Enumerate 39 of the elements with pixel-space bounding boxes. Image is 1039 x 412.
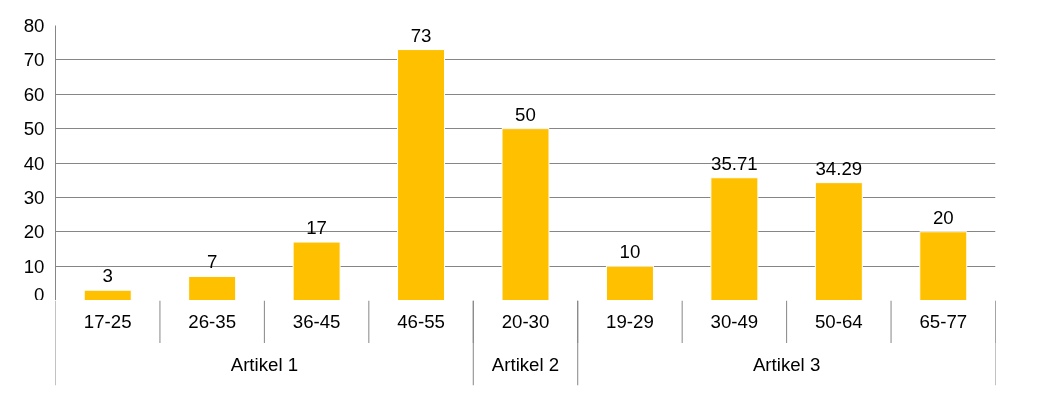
data-label: 73 <box>410 24 432 46</box>
x-tick-label: 30-49 <box>710 311 759 333</box>
x-tick-label: 50-64 <box>814 311 863 333</box>
bar <box>397 49 446 300</box>
text: Artikel 1 <box>230 353 299 375</box>
data-label: 7 <box>206 251 218 273</box>
bar <box>501 128 550 300</box>
y-tick-label: 80 <box>23 15 45 36</box>
data-label: 50 <box>515 103 536 125</box>
bar <box>188 275 237 300</box>
x-tick-label: 17-25 <box>83 311 132 333</box>
x-tick-label: 36-45 <box>292 311 341 333</box>
text: Artikel 2 <box>491 353 560 375</box>
bar <box>919 231 968 300</box>
y-tick-label: 60 <box>23 83 45 105</box>
data-label: 17 <box>306 217 327 239</box>
y-tick-label: 70 <box>23 49 45 71</box>
data-label: 20 <box>932 206 954 228</box>
y-tick-label: 0 <box>34 283 45 305</box>
bar <box>814 182 863 300</box>
x-tick-label: 46-55 <box>397 311 445 333</box>
data-label: 34.29 <box>815 157 863 179</box>
x-tick-label: 20-30 <box>501 311 550 333</box>
y-tick-label: 30 <box>23 186 45 208</box>
y-tick-label: 50 <box>23 118 45 140</box>
x-tick-label: 26-35 <box>188 311 237 333</box>
y-tick-label: 20 <box>23 221 45 243</box>
bar <box>83 289 132 300</box>
x-tick-label: 65-77 <box>919 311 968 333</box>
data-label: 3 <box>102 265 113 287</box>
text: Artikel 3 <box>752 353 821 375</box>
data-label: 35.71 <box>711 152 758 174</box>
x-tick-label: 19-29 <box>606 311 654 333</box>
y-tick-label: 10 <box>23 255 45 277</box>
bar <box>710 177 759 300</box>
y-tick-label: 40 <box>23 152 45 174</box>
bar <box>605 265 654 300</box>
data-label: 10 <box>619 241 641 263</box>
bar <box>292 241 341 300</box>
